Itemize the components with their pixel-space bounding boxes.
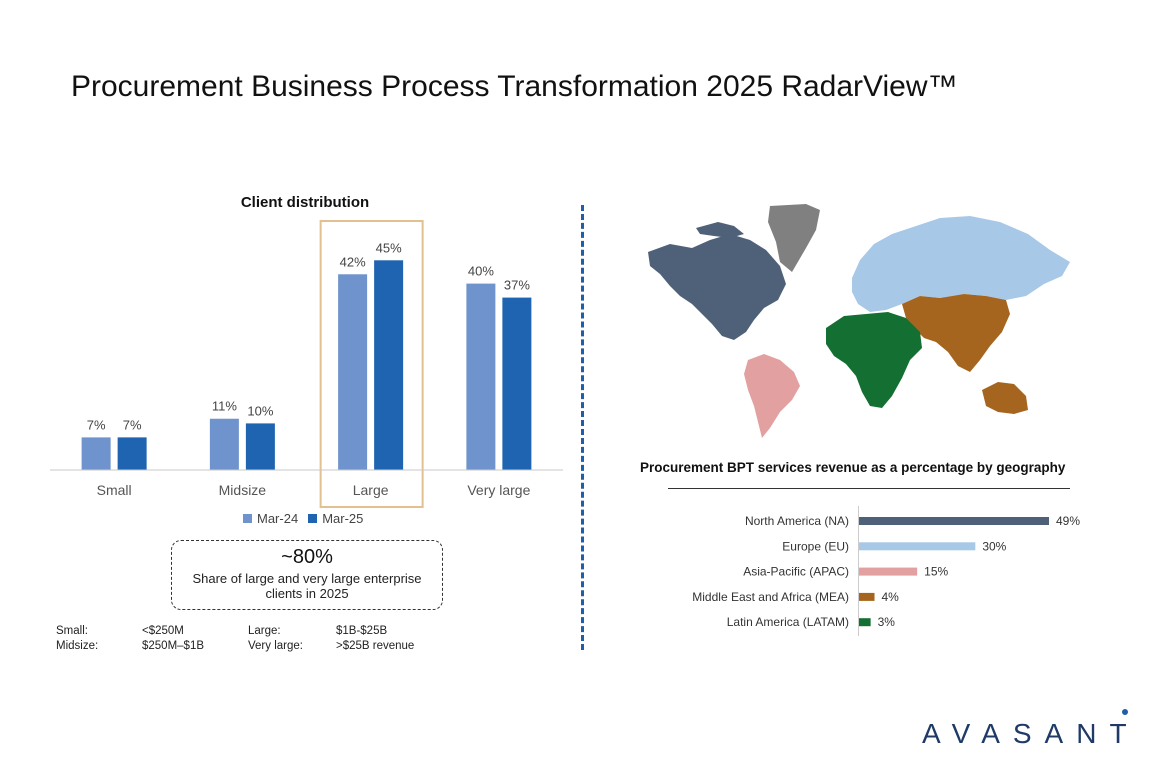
geography-chart-title: Procurement BPT services revenue as a pe…	[640, 460, 1066, 475]
highlight-box-large	[319, 220, 424, 508]
world-map	[648, 204, 1070, 438]
legend-item-mar-25: Mar-25	[308, 511, 363, 526]
bar-mar-24-small	[81, 437, 111, 470]
geography-label: Middle East and Africa (MEA)	[692, 590, 849, 604]
geography-value-label: 3%	[878, 615, 896, 629]
geography-value-label: 4%	[882, 590, 900, 604]
bar-data-label: 11%	[212, 399, 237, 414]
category-label: Midsize	[219, 482, 267, 498]
bar-data-label: 10%	[247, 403, 273, 418]
definition-row: Midsize: $250M–$1B Very large: >$25B rev…	[56, 639, 476, 654]
geography-bar	[859, 567, 918, 576]
map-region-north-america-islands	[696, 222, 744, 238]
bar-data-label: 42%	[340, 254, 366, 269]
legend-swatch-mar-25	[308, 514, 318, 523]
definition-label: Large:	[248, 625, 281, 637]
map-region-middle-east-africa	[826, 312, 922, 408]
size-definitions: Small: <$250M Large: $1B-$25B Midsize: $…	[56, 624, 476, 654]
map-region-north-america	[648, 234, 786, 340]
bar-mar-24-large	[338, 274, 368, 470]
bar-mar-25-very-large	[502, 297, 532, 470]
bar-mar-24-very-large	[466, 283, 496, 470]
geography-value-label: 49%	[1056, 514, 1080, 528]
page-title: Procurement Business Process Transformat…	[71, 70, 958, 103]
avasant-logo: AVASANT	[922, 718, 1140, 749]
category-label: Very large	[467, 482, 530, 498]
category-label: Large	[353, 482, 389, 498]
map-region-europe-russia	[852, 216, 1070, 312]
client-distribution-title: Client distribution	[240, 194, 370, 211]
geography-label: North America (NA)	[745, 514, 849, 528]
geography-value-label: 30%	[982, 539, 1006, 553]
section-divider	[581, 205, 584, 650]
geography-bar	[859, 592, 875, 601]
bar-data-label: 7%	[123, 417, 142, 432]
bar-data-label: 7%	[87, 417, 106, 432]
geography-bar	[859, 542, 976, 551]
geography-title-rule	[668, 488, 1070, 489]
definition-value: $250M–$1B	[142, 640, 205, 652]
bar-data-label: 37%	[504, 278, 530, 293]
geography-bar	[859, 618, 871, 627]
legend-item-mar-24: Mar-24	[243, 511, 298, 526]
client-chart-legend: Mar-24 Mar-25	[243, 511, 363, 526]
definition-label: Small:	[56, 625, 88, 637]
definition-value: <$250M	[142, 625, 184, 637]
bar-mar-24-midsize	[209, 418, 239, 470]
bar-data-label: 40%	[468, 264, 494, 279]
legend-label-mar-25: Mar-25	[322, 511, 364, 526]
logo-dot	[1122, 709, 1128, 715]
geography-value-label: 15%	[924, 565, 948, 579]
bar-mar-25-small	[117, 437, 147, 470]
map-region-asia-pacific	[902, 294, 1010, 372]
map-region-latin-america	[744, 354, 800, 438]
bar-mar-25-midsize	[245, 423, 275, 470]
legend-label-mar-24: Mar-24	[257, 511, 299, 526]
definition-value: $1B-$25B	[336, 625, 388, 637]
share-callout: ~80% Share of large and very large enter…	[171, 540, 443, 610]
geography-label: Europe (EU)	[782, 539, 849, 553]
geography-label: Asia-Pacific (APAC)	[743, 565, 849, 579]
legend-swatch-mar-24	[243, 514, 252, 523]
callout-text: Share of large and very large enterprise…	[192, 571, 422, 601]
definition-label: Midsize:	[56, 640, 99, 652]
map-region-greenland	[768, 204, 820, 272]
definition-label: Very large:	[248, 640, 303, 652]
map-region-australia	[982, 382, 1028, 414]
callout-headline: ~80%	[281, 546, 333, 568]
category-label: Small	[97, 482, 132, 498]
geography-label: Latin America (LATAM)	[727, 615, 849, 629]
definition-row: Small: <$250M Large: $1B-$25B	[56, 624, 476, 639]
geography-bar	[859, 517, 1049, 525]
definition-value: >$25B revenue	[336, 640, 415, 652]
bar-mar-25-large	[374, 260, 404, 470]
bar-data-label: 45%	[376, 240, 402, 255]
